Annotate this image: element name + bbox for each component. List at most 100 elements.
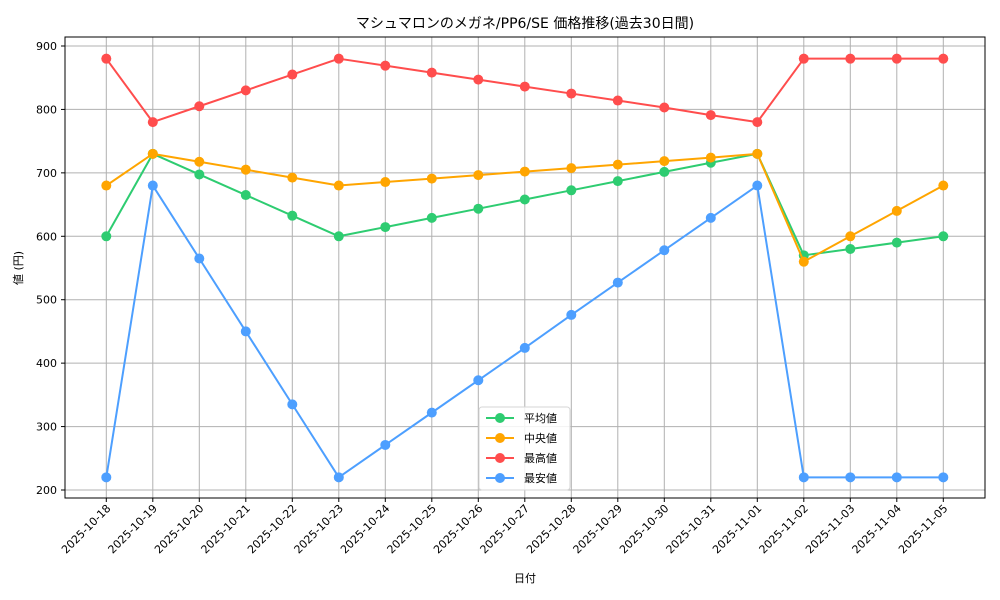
data-point-marker [194,101,205,112]
data-point-marker [938,472,949,483]
legend-label: 平均値 [524,412,557,425]
legend-label: 最高値 [524,451,557,465]
y-tick-label: 400 [36,357,57,370]
data-point-marker [612,95,623,106]
data-point-marker [473,375,484,386]
series-1 [101,148,949,267]
data-point-marker [566,185,577,196]
data-point-marker [705,212,716,223]
data-point-marker [287,210,298,221]
y-tick-label: 500 [36,294,57,307]
chart-title: マシュマロンのメガネ/PP6/SE 価格推移(過去30日間) [356,16,694,32]
data-point-marker [426,407,437,418]
data-point-marker [566,88,577,99]
data-point-marker [333,231,344,242]
data-point-marker [194,169,205,180]
data-point-marker [519,342,530,353]
data-point-marker [566,309,577,320]
x-axis-ticks: 2025-10-182025-10-192025-10-202025-10-21… [59,498,950,556]
data-point-marker [845,231,856,242]
data-point-marker [287,69,298,80]
data-point-marker [101,231,112,242]
x-tick-label: 2025-11-05 [896,502,950,556]
data-point-marker [519,166,530,177]
data-point-marker [147,117,158,128]
data-point-marker [705,110,716,121]
data-point-marker [752,180,763,191]
y-tick-label: 700 [36,167,57,180]
data-point-marker [147,180,158,191]
legend-label: 最安値 [524,471,557,485]
data-point-marker [240,190,251,201]
grid-lines [65,37,985,498]
data-point-marker [240,164,251,175]
data-point-marker [845,243,856,254]
data-point-marker [612,176,623,187]
data-point-marker [938,53,949,64]
data-point-marker [798,53,809,64]
series-3 [101,180,949,483]
data-point-marker [705,152,716,163]
data-point-marker [333,53,344,64]
legend-marker-icon [495,453,505,463]
data-point-marker [380,439,391,450]
data-point-marker [659,166,670,177]
data-point-marker [845,472,856,483]
data-point-marker [752,117,763,128]
data-point-marker [287,399,298,410]
data-point-marker [380,222,391,233]
data-point-marker [426,173,437,184]
data-point-marker [659,102,670,113]
data-point-marker [426,67,437,78]
data-point-marker [473,170,484,181]
y-tick-label: 600 [36,230,57,243]
y-axis-ticks: 200 300 400 500 600 700 800 900 [36,40,65,497]
data-point-marker [380,177,391,188]
x-axis-label: 日付 [514,572,536,585]
data-point-marker [240,85,251,96]
data-point-marker [101,472,112,483]
data-point-marker [240,326,251,337]
data-point-marker [891,53,902,64]
data-point-marker [194,156,205,167]
data-point-marker [798,256,809,267]
data-point-marker [659,245,670,256]
y-tick-label: 800 [36,103,57,116]
y-axis-label: 値 (円) [12,251,25,285]
legend-box [478,406,571,491]
data-point-marker [333,472,344,483]
legend-marker-icon [495,473,505,483]
data-point-marker [566,163,577,174]
data-series [101,53,949,483]
data-point-marker [101,53,112,64]
y-tick-label: 200 [36,484,57,497]
legend-marker-icon [495,413,505,423]
data-point-marker [519,194,530,205]
data-point-marker [845,53,856,64]
data-point-marker [473,74,484,85]
data-point-marker [938,180,949,191]
y-tick-label: 900 [36,40,57,53]
data-point-marker [891,237,902,248]
series-2 [101,53,949,128]
data-point-marker [426,212,437,223]
data-point-marker [380,60,391,71]
data-point-marker [891,472,902,483]
data-point-marker [101,180,112,191]
legend-label: 中央値 [524,432,557,445]
data-point-marker [333,180,344,191]
data-point-marker [659,156,670,167]
data-point-marker [519,81,530,92]
data-point-marker [612,277,623,288]
data-point-marker [891,205,902,216]
y-tick-label: 300 [36,421,57,434]
data-point-marker [798,472,809,483]
data-point-marker [752,148,763,159]
data-point-marker [473,203,484,214]
legend-marker-icon [495,433,505,443]
data-point-marker [287,172,298,183]
data-point-marker [194,253,205,264]
data-point-marker [612,159,623,170]
